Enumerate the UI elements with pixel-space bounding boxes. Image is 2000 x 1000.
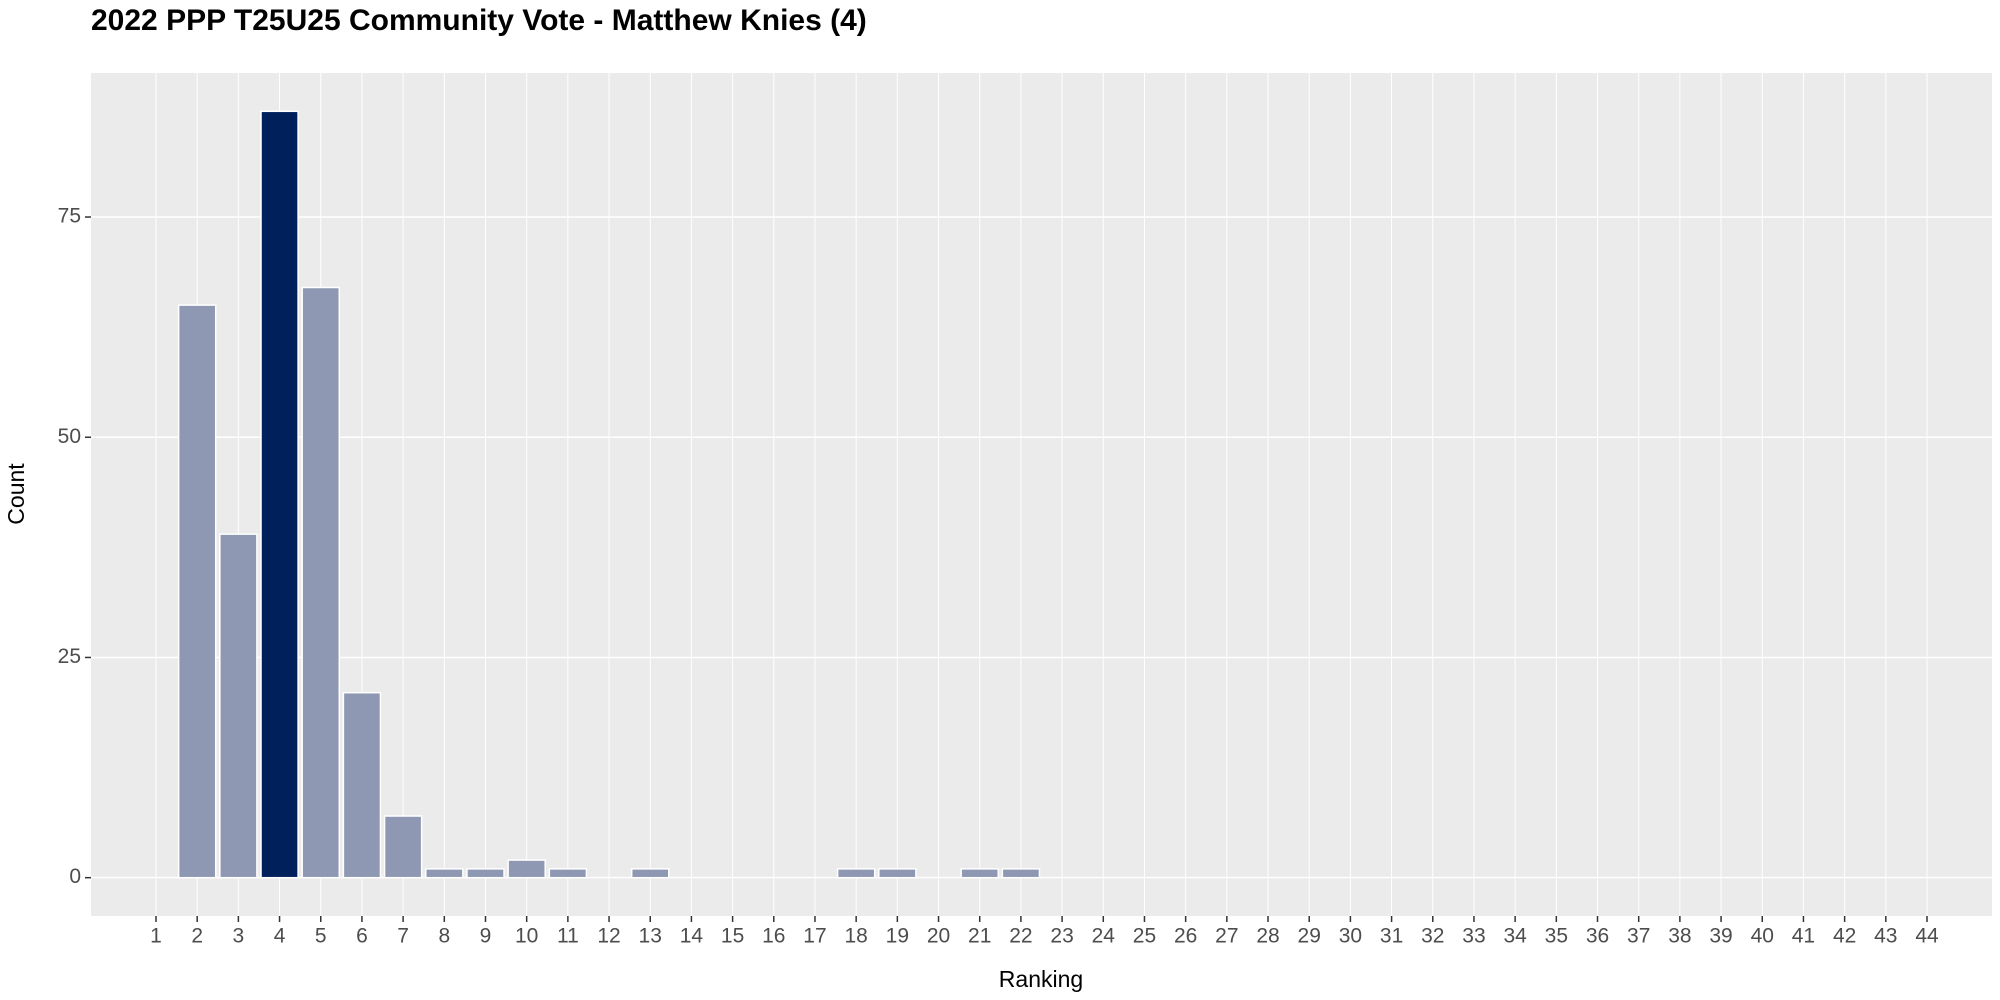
bar [177, 304, 217, 879]
x-tick-label: 4 [274, 925, 286, 948]
bar [548, 868, 588, 879]
x-tick-label: 21 [968, 925, 991, 948]
chart-title: 2022 PPP T25U25 Community Vote - Matthew… [91, 4, 867, 37]
x-tick-label: 24 [1092, 925, 1116, 948]
bar [1001, 868, 1041, 879]
x-tick-label: 17 [803, 925, 826, 948]
x-tick-label: 26 [1174, 925, 1197, 948]
x-tick-label: 6 [356, 925, 368, 948]
x-tick-label: 19 [886, 925, 909, 948]
bar [466, 868, 505, 879]
x-tick-label: 27 [1215, 925, 1238, 948]
x-tick-label: 5 [315, 925, 327, 948]
panel [91, 73, 1992, 916]
y-tick-label: 75 [58, 205, 81, 228]
x-tick-label: 3 [233, 925, 245, 948]
bar [507, 859, 546, 879]
x-tick-label: 43 [1874, 925, 1897, 948]
bar [219, 533, 258, 879]
x-tick-label: 2 [191, 925, 203, 948]
y-tick-label: 25 [58, 645, 81, 668]
x-tick-label: 16 [762, 925, 785, 948]
x-tick-label: 22 [1009, 925, 1032, 948]
x-tick-label: 11 [557, 925, 579, 948]
x-tick-label: 41 [1792, 925, 1815, 948]
x-tick-label: 8 [438, 925, 450, 948]
bar [878, 868, 917, 879]
x-tick-label: 7 [397, 925, 409, 948]
x-tick-label: 13 [639, 925, 662, 948]
x-tick-label: 40 [1751, 925, 1774, 948]
x-tick-label: 32 [1421, 925, 1444, 948]
x-tick-label: 20 [927, 925, 950, 948]
x-tick-label: 44 [1915, 925, 1939, 948]
bar [630, 868, 670, 879]
x-tick-label: 9 [480, 925, 492, 948]
x-tick-label: 42 [1833, 925, 1856, 948]
x-tick-label: 36 [1586, 925, 1609, 948]
x-tick-label: 38 [1668, 925, 1691, 948]
x-tick-label: 10 [515, 925, 538, 948]
bar [960, 868, 1000, 879]
y-tick-label: 0 [69, 865, 81, 888]
x-tick-label: 15 [721, 925, 744, 948]
x-tick-label: 1 [150, 925, 162, 948]
x-tick-label: 37 [1627, 925, 1650, 948]
x-tick-label: 12 [597, 925, 620, 948]
bar [301, 286, 341, 879]
bar [425, 868, 464, 879]
x-tick-label: 33 [1462, 925, 1485, 948]
x-tick-label: 28 [1256, 925, 1279, 948]
x-tick-label: 23 [1050, 925, 1073, 948]
bar [260, 110, 299, 879]
bar [836, 868, 876, 879]
x-tick-label: 31 [1380, 925, 1403, 948]
x-tick-label: 35 [1545, 925, 1568, 948]
x-tick-label: 39 [1709, 925, 1732, 948]
x-tick-label: 14 [680, 925, 704, 948]
x-tick-label: 18 [844, 925, 867, 948]
bar [342, 691, 382, 879]
x-axis-title: Ranking [999, 966, 1083, 992]
bar [383, 815, 423, 879]
x-tick-label: 25 [1133, 925, 1156, 948]
y-tick-label: 50 [58, 425, 81, 448]
x-tick-label: 30 [1339, 925, 1362, 948]
y-axis-title: Count [3, 463, 29, 525]
x-tick-label: 34 [1503, 925, 1527, 948]
x-tick-label: 29 [1298, 925, 1321, 948]
